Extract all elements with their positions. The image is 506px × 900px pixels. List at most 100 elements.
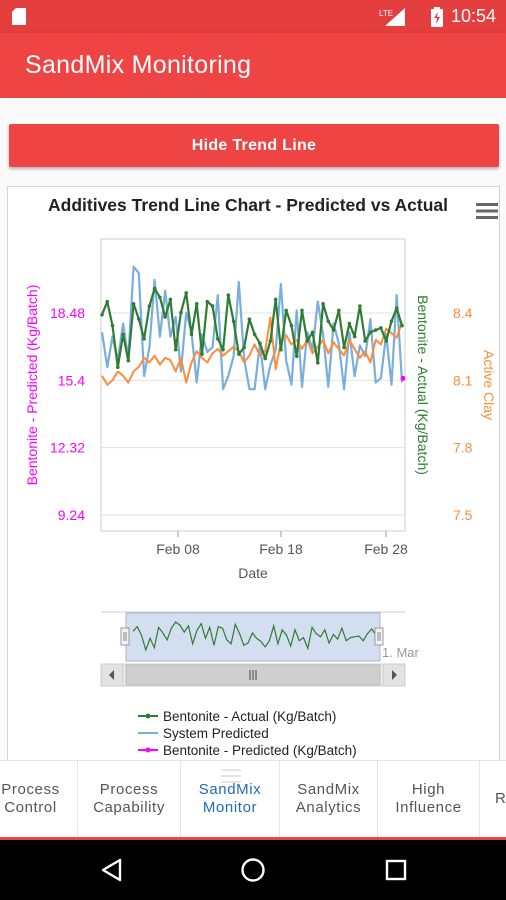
actual-point bbox=[273, 297, 278, 302]
actual-point bbox=[368, 330, 373, 335]
actual-point bbox=[315, 361, 320, 365]
recents-icon[interactable] bbox=[385, 859, 407, 881]
actual-point bbox=[342, 345, 346, 350]
chart-legend: Bentonite - Actual (Kg/Batch) System Pre… bbox=[138, 709, 357, 758]
actual-point bbox=[115, 365, 120, 370]
legend-label-predicted: Bentonite - Predicted (Kg/Batch) bbox=[163, 743, 357, 758]
legend-label-actual: Bentonite - Actual (Kg/Batch) bbox=[163, 709, 336, 724]
actual-point bbox=[200, 352, 204, 356]
actual-point bbox=[247, 317, 252, 321]
right-axis-label-clay: Active Clay bbox=[481, 350, 497, 420]
plot-area[interactable] bbox=[100, 238, 406, 532]
left-tick-label-1: 12.32 bbox=[50, 440, 85, 456]
actual-point bbox=[326, 319, 331, 324]
tab-sandmix-monitor[interactable]: SandMix Monitor bbox=[181, 761, 280, 837]
left-tick-label-3: 18.48 bbox=[50, 305, 85, 321]
hide-trend-line-button[interactable]: Hide Trend Line bbox=[9, 124, 499, 167]
actual-point bbox=[263, 356, 267, 361]
actual-point bbox=[110, 323, 115, 328]
actual-point bbox=[231, 319, 236, 324]
actual-point bbox=[179, 310, 183, 315]
legend-item-system-predicted[interactable]: System Predicted bbox=[138, 726, 269, 741]
chart-title: Additives Trend Line Chart - Predicted v… bbox=[48, 195, 448, 215]
right-tick-label-0: 7.5 bbox=[453, 507, 473, 523]
actual-point bbox=[210, 304, 215, 308]
sd-card-icon bbox=[12, 8, 26, 25]
bottom-tab-bar: Process Control Process Capability SandM… bbox=[0, 760, 506, 841]
x-axis-label: Date bbox=[238, 565, 268, 581]
actual-point bbox=[294, 354, 299, 359]
hamburger-menu-icon[interactable] bbox=[476, 203, 498, 219]
chart-navigator[interactable]: 1. Mar bbox=[101, 611, 420, 662]
tab-ra[interactable]: Ra bbox=[480, 761, 506, 837]
series-line-active-clay bbox=[101, 316, 403, 386]
actual-point bbox=[331, 328, 336, 332]
tab-high-influence[interactable]: High Influence bbox=[378, 761, 480, 837]
right-axis-label-actual: Bentonite - Actual (Kg/Batch) bbox=[415, 295, 431, 475]
actual-point bbox=[242, 345, 246, 350]
actual-point bbox=[347, 321, 352, 326]
x-tick-label-1: Feb 18 bbox=[259, 541, 303, 557]
actual-point bbox=[105, 299, 110, 304]
actual-point bbox=[205, 299, 210, 304]
actual-point bbox=[173, 347, 178, 352]
actual-point bbox=[194, 302, 199, 306]
actual-point bbox=[352, 334, 357, 339]
actual-point bbox=[226, 293, 231, 297]
actual-point bbox=[152, 286, 157, 291]
actual-point bbox=[147, 304, 152, 308]
legend-item-actual[interactable]: Bentonite - Actual (Kg/Batch) bbox=[138, 709, 336, 724]
legend-item-predicted[interactable]: Bentonite - Predicted (Kg/Batch) bbox=[138, 743, 357, 758]
tab-process-control[interactable]: Process Control bbox=[0, 761, 78, 837]
status-bar: LTE 10:54 bbox=[0, 0, 506, 33]
actual-point bbox=[300, 308, 304, 313]
content-area[interactable]: Hide Trend Line Additives Trend Line Cha… bbox=[0, 98, 506, 844]
navigator-scrollbar[interactable] bbox=[100, 663, 406, 687]
actual-point bbox=[221, 347, 225, 352]
left-axis-label: Bentonite - Predicted (Kg/Batch) bbox=[24, 285, 40, 486]
actual-point bbox=[279, 347, 283, 352]
trend-line-chart: Additives Trend Line Chart - Predicted v… bbox=[24, 195, 498, 758]
actual-point bbox=[237, 352, 241, 356]
x-tick-label-0: Feb 08 bbox=[156, 541, 200, 557]
navigator-selection[interactable] bbox=[125, 612, 381, 662]
predicted-point bbox=[400, 375, 406, 381]
navigator-series-line bbox=[132, 621, 377, 652]
tab-sandmix-analytics[interactable]: SandMix Analytics bbox=[280, 761, 378, 837]
actual-point bbox=[184, 291, 189, 295]
actual-point bbox=[310, 330, 315, 335]
tab-process-capability[interactable]: Process Capability bbox=[78, 761, 181, 837]
actual-point bbox=[189, 332, 194, 337]
actual-point bbox=[252, 332, 257, 337]
actual-point bbox=[137, 317, 141, 321]
actual-point bbox=[321, 302, 325, 306]
app-bar: SandMix Monitoring bbox=[0, 33, 506, 98]
right-tick-label-2: 8.1 bbox=[453, 372, 473, 388]
navigator-right-handle[interactable] bbox=[374, 627, 384, 646]
series-line-actual bbox=[100, 287, 404, 369]
lte-label: LTE bbox=[379, 9, 393, 18]
home-icon[interactable] bbox=[240, 857, 266, 883]
tab-bar-underline bbox=[0, 837, 506, 841]
actual-point bbox=[168, 297, 173, 302]
lte-signal-icon: LTE bbox=[379, 7, 405, 26]
actual-point bbox=[100, 312, 104, 317]
actual-point bbox=[337, 308, 341, 313]
back-icon[interactable] bbox=[100, 858, 124, 882]
system-nav-bar bbox=[0, 840, 506, 900]
navigator-left-handle[interactable] bbox=[120, 627, 130, 646]
actual-point bbox=[163, 315, 167, 319]
chart-card: Additives Trend Line Chart - Predicted v… bbox=[7, 186, 500, 776]
actual-point bbox=[389, 319, 394, 324]
actual-point bbox=[363, 339, 367, 343]
actual-point bbox=[373, 328, 378, 332]
actual-point bbox=[268, 339, 273, 343]
actual-point bbox=[284, 308, 289, 313]
actual-point bbox=[258, 341, 262, 345]
left-tick-label-0: 9.24 bbox=[58, 507, 85, 523]
status-right: LTE 10:54 bbox=[379, 6, 496, 27]
tab-active-indicator-icon bbox=[221, 769, 241, 783]
actual-point bbox=[384, 339, 389, 343]
right-tick-label-3: 8.4 bbox=[453, 305, 473, 321]
